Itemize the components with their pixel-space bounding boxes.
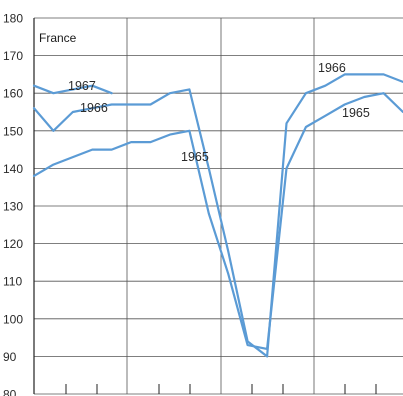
series-label-1967: 1967 — [68, 79, 96, 93]
y-tick-label: 160 — [3, 87, 23, 101]
y-axis: 80 90 100 110 120 130 140 150 160 170 180 — [3, 12, 23, 396]
chart-title: France — [39, 31, 77, 45]
series-lines — [32, 73, 403, 358]
y-tick-label: 170 — [3, 49, 23, 63]
series-line-1967 — [32, 84, 113, 95]
y-tick-label: 90 — [3, 350, 17, 364]
y-tick-label: 130 — [3, 200, 23, 214]
y-tick-label: 110 — [3, 275, 22, 289]
series-label-1965-left: 1965 — [181, 150, 209, 164]
y-tick-label: 180 — [3, 12, 23, 26]
series-line-1966 — [32, 73, 403, 358]
y-tick-label: 150 — [3, 124, 23, 138]
series-label-1966-right: 1966 — [318, 61, 346, 75]
x-axis — [65, 384, 377, 394]
series-label-1966-left: 1966 — [80, 101, 108, 115]
y-tick-label: 140 — [3, 162, 23, 176]
y-tick-label: 120 — [3, 237, 23, 251]
series-line-1965 — [32, 92, 403, 350]
y-tick-label: 100 — [3, 312, 23, 326]
y-tick-label: 80 — [3, 388, 17, 396]
series-label-1965-right: 1965 — [342, 106, 370, 120]
